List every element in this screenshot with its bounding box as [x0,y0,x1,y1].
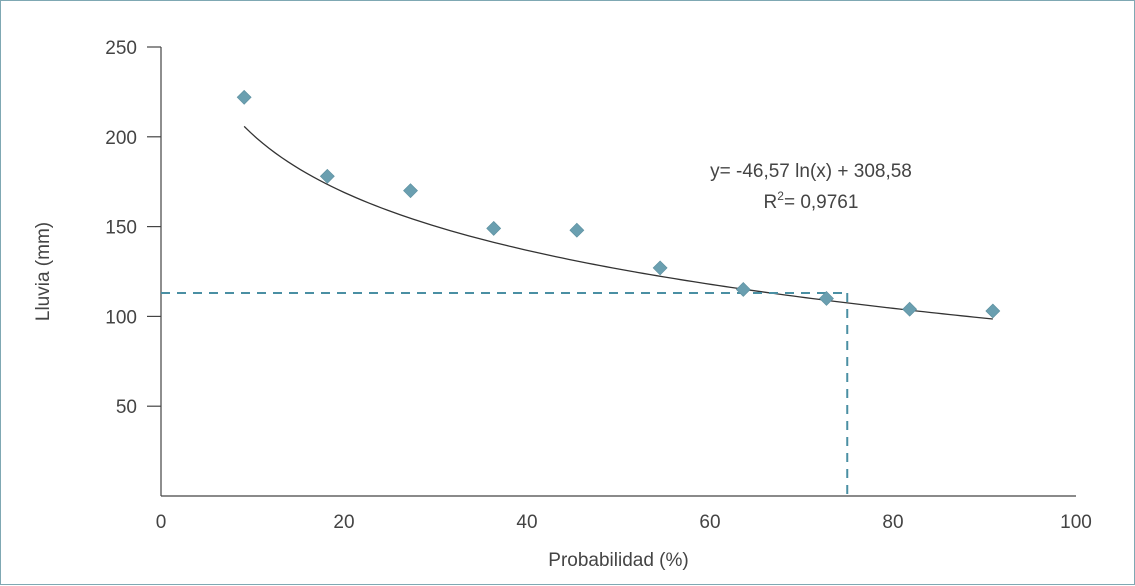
y-tick-label: 200 [105,128,137,149]
trend-equation: y= -46,57 ln(x) + 308,58 [710,161,912,182]
x-tick-label: 0 [156,512,167,533]
r-squared-label: R2= 0,9761 [764,189,859,213]
x-tick-label: 40 [516,512,537,533]
data-point-marker [403,183,418,199]
data-point-marker [902,301,918,317]
r-symbol: R [764,192,778,213]
reference-lines [161,292,849,496]
data-point-marker [319,168,335,184]
x-tick-label: 100 [1060,512,1092,533]
y-ticks: 50 100 150 200 250 [105,38,161,418]
data-markers [236,89,1001,319]
data-point-marker [985,303,1001,319]
data-point-marker [569,222,585,238]
y-axis-title: Lluvia (mm) [33,222,54,321]
data-point-marker [236,89,252,105]
x-ticks: 0 20 40 60 80 100 [156,512,1092,533]
x-tick-label: 80 [882,512,903,533]
data-point-marker [819,291,834,306]
x-tick-label: 20 [333,512,354,533]
y-tick-label: 250 [105,38,137,59]
trend-line [243,125,993,320]
y-tick-label: 150 [105,218,137,239]
data-point-marker [735,282,751,297]
y-tick-label: 100 [105,307,137,328]
axes [160,47,1076,497]
x-axis-title: Probabilidad (%) [548,550,688,571]
data-point-marker [652,260,668,276]
r-squared-value: = 0,9761 [784,192,859,213]
r-squared-superscript: 2 [777,189,784,203]
y-tick-label: 50 [116,397,137,418]
data-point-marker [486,220,502,236]
x-tick-label: 60 [699,512,720,533]
